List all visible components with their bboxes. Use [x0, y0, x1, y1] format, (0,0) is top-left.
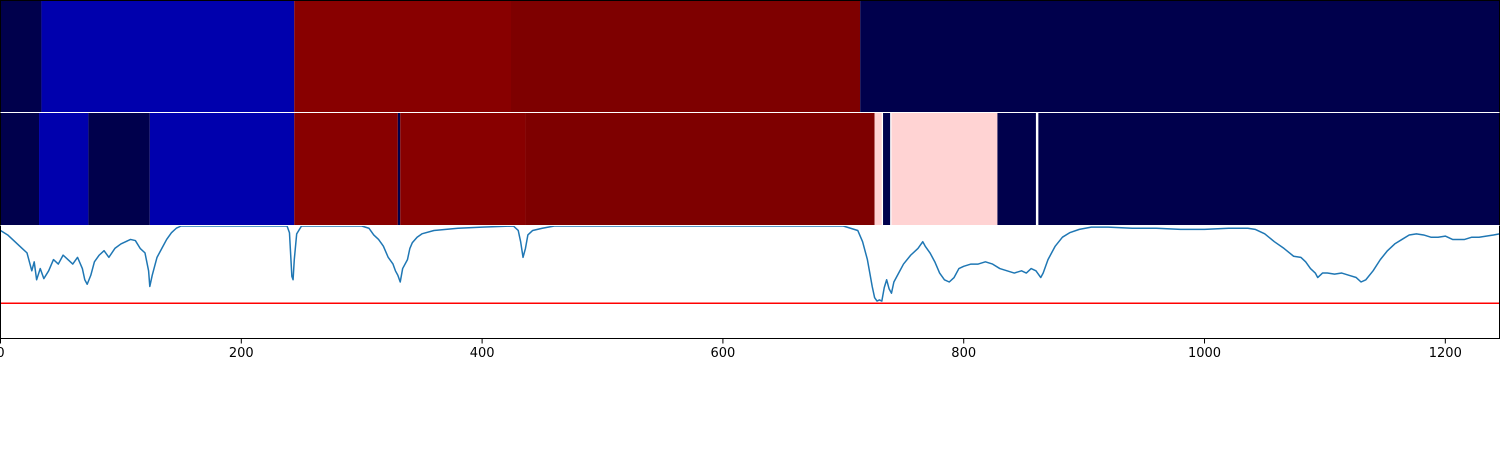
line-panel — [0, 225, 1500, 338]
line-panel-background — [0, 226, 1500, 338]
segment-2-3 — [88, 113, 150, 225]
x-tick-label-0: 0 — [0, 346, 5, 361]
segment-2-15 — [1035, 113, 1039, 225]
segment-1-3 — [294, 1, 512, 112]
segment-row-1 — [0, 1, 1500, 112]
series-line-group — [0, 225, 1500, 302]
segment-1-4 — [511, 1, 861, 112]
segment-1-2 — [41, 1, 295, 112]
segment-2-10 — [881, 113, 884, 225]
x-tick-label-600: 600 — [710, 346, 735, 361]
series-line — [0, 225, 1500, 302]
segment-2-11 — [883, 113, 891, 225]
x-tick-label-800: 800 — [951, 346, 976, 361]
segment-2-16 — [1038, 113, 1500, 225]
x-tick-label-400: 400 — [470, 346, 495, 361]
segment-2-9 — [874, 113, 882, 225]
segment-2-4 — [149, 113, 295, 225]
segment-1-1 — [0, 1, 42, 112]
x-tick-label-200: 200 — [229, 346, 254, 361]
x-tick-label-1000: 1000 — [1188, 346, 1221, 361]
segment-2-6 — [397, 113, 401, 225]
x-tick-label-1200: 1200 — [1429, 346, 1462, 361]
segment-2-8 — [525, 113, 875, 225]
segment-row-2 — [0, 113, 1500, 225]
segment-1-5 — [860, 1, 1500, 112]
segment-2-14 — [997, 113, 1036, 225]
segment-2-12 — [890, 113, 892, 225]
segment-2-7 — [400, 113, 526, 225]
segment-2-2 — [39, 113, 89, 225]
segment-2-1 — [0, 113, 40, 225]
segment-2-5 — [294, 113, 398, 225]
x-axis: 0 200 400 600 800 1000 1200 — [0, 338, 1462, 361]
segment-2-13 — [891, 113, 998, 225]
